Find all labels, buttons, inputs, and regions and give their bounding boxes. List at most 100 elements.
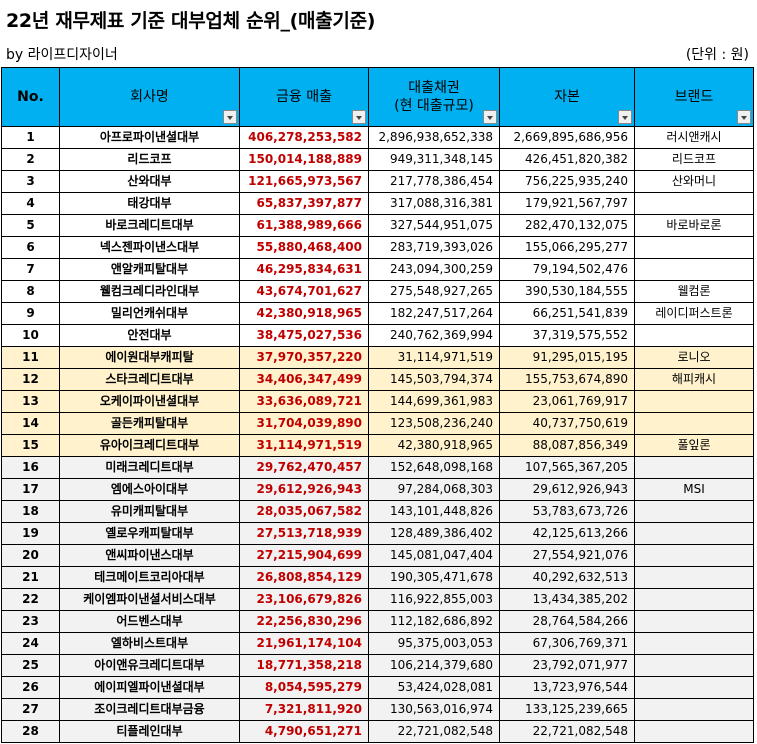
revenue-cell: 46,295,834,631 — [239, 258, 369, 281]
table-row: 28 티플레인대부 4,790,651,271 22,721,082,548 22,72… — [1, 720, 754, 743]
capital-cell: 179,921,567,797 — [499, 192, 635, 215]
header-revenue: 금융 매출 — [239, 67, 369, 127]
loans-cell: 112,182,686,892 — [368, 610, 500, 633]
table-row: 13 오케이파이낸셜대부 33,636,089,721 144,699,361,983… — [1, 390, 754, 413]
rank-cell: 2 — [1, 148, 60, 171]
company-cell: 아이앤유크레디트대부 — [59, 654, 240, 677]
loans-cell: 31,114,971,519 — [368, 346, 500, 369]
loans-cell: 106,214,379,680 — [368, 654, 500, 677]
brand-cell — [634, 698, 754, 721]
brand-cell — [634, 192, 754, 215]
header-no: No. — [1, 67, 60, 127]
capital-cell: 40,292,632,513 — [499, 566, 635, 589]
table-row: 23 어드벤스대부 22,256,830,296 112,182,686,892 28,… — [1, 610, 754, 633]
table-row: 25 아이앤유크레디트대부 18,771,358,218 106,214,379,68… — [1, 654, 754, 677]
company-cell: 넥스젠파이낸스대부 — [59, 236, 240, 259]
unit-note: (단위 : 원) — [685, 47, 749, 63]
loans-cell: 2,896,938,652,338 — [368, 126, 500, 149]
company-cell: 산와대부 — [59, 170, 240, 193]
rank-cell: 13 — [1, 390, 60, 413]
header-brand: 브랜드 — [634, 67, 754, 127]
revenue-cell: 4,790,651,271 — [239, 720, 369, 743]
capital-cell: 28,764,584,266 — [499, 610, 635, 633]
company-cell: 엠에스아이대부 — [59, 478, 240, 501]
loans-cell: 283,719,393,026 — [368, 236, 500, 259]
capital-cell: 40,737,750,619 — [499, 412, 635, 435]
loans-cell: 144,699,361,983 — [368, 390, 500, 413]
revenue-cell: 33,636,089,721 — [239, 390, 369, 413]
rank-cell: 26 — [1, 676, 60, 699]
loans-cell: 42,380,918,965 — [368, 434, 500, 457]
capital-cell: 282,470,132,075 — [499, 214, 635, 237]
table-row: 26 에이피엘파이낸셜대부 8,054,595,279 53,424,028,081 1… — [1, 676, 754, 699]
loans-cell: 130,563,016,974 — [368, 698, 500, 721]
filter-dropdown-icon[interactable] — [618, 110, 632, 124]
table-row: 21 테크메이트코리아대부 26,808,854,129 190,305,471,67… — [1, 566, 754, 589]
capital-cell: 390,530,184,555 — [499, 280, 635, 303]
author-byline: by 라이프디자이너 — [6, 47, 118, 63]
company-cell: 골든캐피탈대부 — [59, 412, 240, 435]
rank-cell: 28 — [1, 720, 60, 743]
brand-cell: 해피캐시 — [634, 368, 754, 391]
loans-cell: 123,508,236,240 — [368, 412, 500, 435]
loans-cell: 190,305,471,678 — [368, 566, 500, 589]
revenue-cell: 29,762,470,457 — [239, 456, 369, 479]
company-cell: 앤알캐피탈대부 — [59, 258, 240, 281]
brand-cell: 리드코프 — [634, 148, 754, 171]
capital-cell: 426,451,820,382 — [499, 148, 635, 171]
capital-cell: 756,225,935,240 — [499, 170, 635, 193]
revenue-cell: 18,771,358,218 — [239, 654, 369, 677]
revenue-cell: 23,106,679,826 — [239, 588, 369, 611]
revenue-cell: 38,475,027,536 — [239, 324, 369, 347]
loans-cell: 317,088,316,381 — [368, 192, 500, 215]
table-row: 12 스타크레디트대부 34,406,347,499 145,503,794,374 1… — [1, 368, 754, 391]
revenue-cell: 29,612,926,943 — [239, 478, 369, 501]
capital-cell: 13,723,976,544 — [499, 676, 635, 699]
brand-cell — [634, 676, 754, 699]
company-cell: 안전대부 — [59, 324, 240, 347]
loans-cell: 145,081,047,404 — [368, 544, 500, 567]
brand-cell — [634, 500, 754, 523]
brand-cell — [634, 456, 754, 479]
rank-cell: 11 — [1, 346, 60, 369]
capital-cell: 91,295,015,195 — [499, 346, 635, 369]
loans-cell: 143,101,448,826 — [368, 500, 500, 523]
brand-cell — [634, 566, 754, 589]
rank-cell: 14 — [1, 412, 60, 435]
rank-cell: 18 — [1, 500, 60, 523]
loans-cell: 217,778,386,454 — [368, 170, 500, 193]
revenue-cell: 37,970,357,220 — [239, 346, 369, 369]
brand-cell — [634, 632, 754, 655]
brand-cell — [634, 258, 754, 281]
brand-cell: MSI — [634, 478, 754, 501]
table-row: 2 리드코프 150,014,188,889 949,311,348,145 426,4… — [1, 148, 754, 171]
company-cell: 유아이크레디트대부 — [59, 434, 240, 457]
filter-dropdown-icon[interactable] — [737, 110, 751, 124]
loans-cell: 949,311,348,145 — [368, 148, 500, 171]
company-cell: 오케이파이낸셜대부 — [59, 390, 240, 413]
capital-cell: 42,125,613,266 — [499, 522, 635, 545]
company-cell: 아프로파이낸셜대부 — [59, 126, 240, 149]
company-cell: 리드코프 — [59, 148, 240, 171]
brand-cell — [634, 236, 754, 259]
revenue-cell: 31,114,971,519 — [239, 434, 369, 457]
company-cell: 태강대부 — [59, 192, 240, 215]
page-title: 22년 재무제표 기준 대부업체 순위_(매출기준) — [6, 10, 376, 32]
revenue-cell: 21,961,174,104 — [239, 632, 369, 655]
company-cell: 어드벤스대부 — [59, 610, 240, 633]
rank-cell: 25 — [1, 654, 60, 677]
table-row: 24 엘하비스트대부 21,961,174,104 95,375,003,053 67,… — [1, 632, 754, 655]
table-row: 3 산와대부 121,665,973,567 217,778,386,454 756,2… — [1, 170, 754, 193]
filter-dropdown-icon[interactable] — [223, 110, 237, 124]
filter-dropdown-icon[interactable] — [352, 110, 366, 124]
capital-cell: 22,721,082,548 — [499, 720, 635, 743]
loans-cell: 53,424,028,081 — [368, 676, 500, 699]
filter-dropdown-icon[interactable] — [483, 110, 497, 124]
company-cell: 엘하비스트대부 — [59, 632, 240, 655]
rank-cell: 17 — [1, 478, 60, 501]
brand-cell — [634, 610, 754, 633]
capital-cell: 155,066,295,277 — [499, 236, 635, 259]
capital-cell: 67,306,769,371 — [499, 632, 635, 655]
loans-cell: 182,247,517,264 — [368, 302, 500, 325]
rank-cell: 22 — [1, 588, 60, 611]
